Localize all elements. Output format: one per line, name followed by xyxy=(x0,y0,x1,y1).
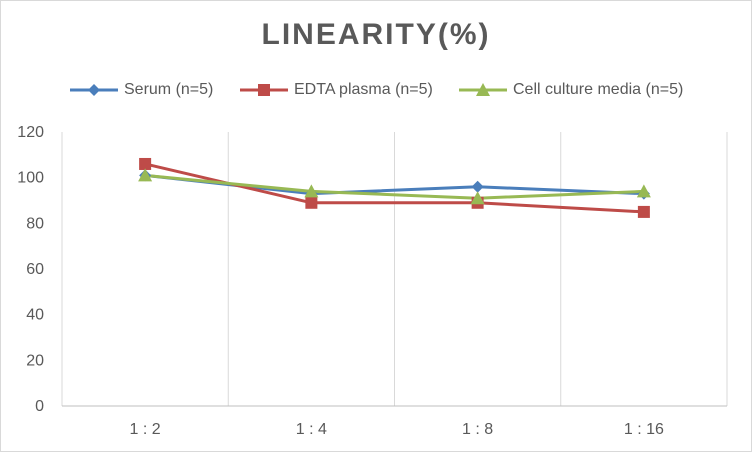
x-tick-label: 1 : 16 xyxy=(624,421,664,438)
legend-marker-cell-culture-media xyxy=(459,83,507,96)
data-point-cell-culture-media-n-5 xyxy=(304,184,319,198)
legend-label-cell-culture-media: Cell culture media (n=5) xyxy=(513,81,684,98)
legend-marker-edta-plasma xyxy=(240,84,288,96)
x-tick-label: 1 : 2 xyxy=(130,421,161,438)
legend-marker-serum xyxy=(70,84,118,96)
series-line-cell-culture-media-n-5 xyxy=(144,173,644,200)
legend-item-edta-plasma: EDTA plasma (n=5) xyxy=(240,79,433,101)
x-tick-label: 1 : 4 xyxy=(296,421,327,438)
data-point-edta-plasma-n-5 xyxy=(139,157,152,170)
data-point-edta-plasma-n-5 xyxy=(637,205,650,218)
y-tick-label: 120 xyxy=(17,124,44,141)
y-tick-label: 20 xyxy=(26,352,44,369)
data-point-cell-culture-media-n-5 xyxy=(138,168,153,182)
x-tick-label: 1 : 8 xyxy=(462,421,493,438)
data-point-cell-culture-media-n-5 xyxy=(636,184,651,198)
y-tick-label: 80 xyxy=(26,215,44,232)
legend-label-edta-plasma: EDTA plasma (n=5) xyxy=(294,81,433,98)
legend-item-cell-culture-media: Cell culture media (n=5) xyxy=(459,79,683,101)
chart-title: LINEARITY(%) xyxy=(261,18,491,51)
legend-label-serum: Serum (n=5) xyxy=(124,81,214,98)
y-tick-label: 40 xyxy=(26,307,44,324)
legend-item-serum: Serum (n=5) xyxy=(70,79,213,101)
y-tick-label: 100 xyxy=(17,170,44,187)
data-point-cell-culture-media-n-5 xyxy=(470,191,485,205)
data-point-serum-n-5 xyxy=(471,180,484,193)
chart-legend: Serum (n=5) EDTA plasma (n=5) Cell cultu… xyxy=(0,79,752,101)
y-tick-label: 0 xyxy=(35,398,44,415)
y-tick-label: 60 xyxy=(26,261,44,278)
data-point-edta-plasma-n-5 xyxy=(305,196,318,209)
